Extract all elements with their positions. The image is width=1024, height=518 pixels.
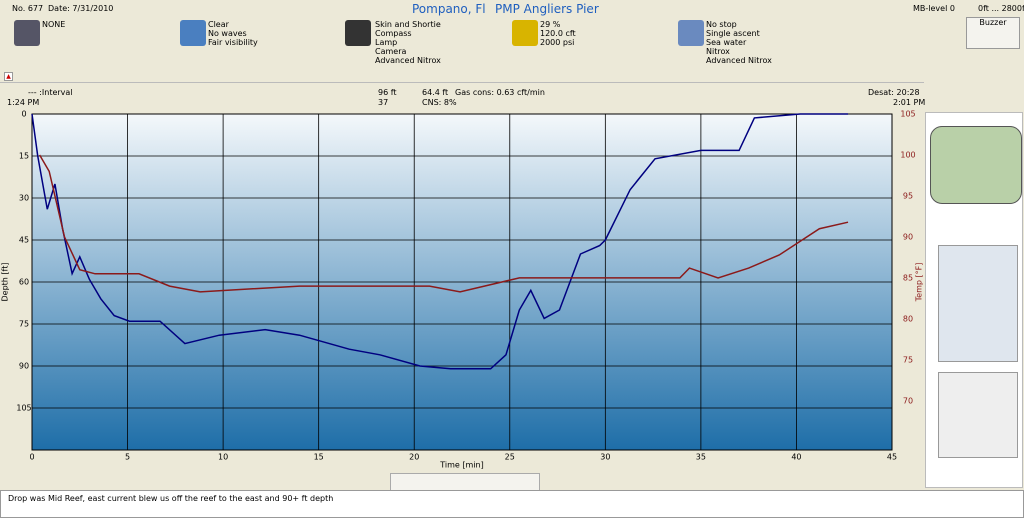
comment: Drop was Mid Reef, east current blew us … <box>8 494 334 503</box>
y-axis-label: Depth [ft] <box>1 263 10 302</box>
gas: 29 % 120.0 cft 2000 psi <box>540 20 576 47</box>
x-tick-label: 35 <box>696 453 706 462</box>
deco: No stop Single ascent Sea water Nitrox Advan… <box>706 20 772 65</box>
y2-tick-label: 95 <box>903 191 913 200</box>
gas-cons: Gas cons: 0.63 cft/min <box>455 88 545 97</box>
info-line: Fair visibility <box>208 38 258 47</box>
buzzer-label: Buzzer <box>979 18 1007 27</box>
comment-box[interactable]: Drop was Mid Reef, east current blew us … <box>0 490 1024 518</box>
location: Pompano, Fl <box>412 2 486 16</box>
x-tick-label: 25 <box>505 453 515 462</box>
y-tick-label: 15 <box>19 152 29 161</box>
x-tick-label: 40 <box>791 453 801 462</box>
info-line: Lamp <box>375 38 398 47</box>
info-line: 2000 psi <box>540 38 575 47</box>
info-line: 120.0 cft <box>540 29 576 38</box>
info-line: Sea water <box>706 38 747 47</box>
gas-icon <box>512 20 538 46</box>
gauge-panel <box>938 372 1018 458</box>
info-line: Camera <box>375 47 407 56</box>
dive-date: Date: 7/31/2010 <box>48 4 114 13</box>
x-tick-label: 30 <box>600 453 610 462</box>
info-line: Skin and Shortie <box>375 20 441 29</box>
y2-tick-label: 75 <box>903 355 913 364</box>
y2-axis-label: Temp [°F] <box>915 263 924 303</box>
water-temp: 37 <box>378 98 389 107</box>
series-line <box>38 154 849 293</box>
info-line: 29 % <box>540 20 561 29</box>
y2-tick-label: 90 <box>903 232 913 241</box>
x-tick-label: 5 <box>125 453 130 462</box>
weather: Clear No waves Fair visibility <box>208 20 258 47</box>
y-tick-label: 60 <box>19 278 29 287</box>
x-tick-label: 20 <box>409 453 419 462</box>
x-tick-label: 0 <box>29 453 34 462</box>
computer-display <box>930 126 1022 204</box>
y2-tick-label: 85 <box>903 273 913 282</box>
y-tick-label: 45 <box>19 236 29 245</box>
mb-level: MB-level 0 <box>913 4 955 13</box>
dive-no: No. 677 <box>12 4 44 13</box>
x-axis-label: Time [min] <box>439 461 483 470</box>
collapse-button[interactable]: ▲ <box>4 72 13 81</box>
max-depth: 96 ft <box>378 88 397 97</box>
avg-depth: 64.4 ft <box>422 88 449 97</box>
tissue-panel <box>938 245 1018 362</box>
series-line <box>31 113 849 370</box>
y2-tick-label: 100 <box>900 150 915 159</box>
info-line: Advanced Nitrox <box>706 56 772 65</box>
toolbar <box>390 473 540 491</box>
info-line: No waves <box>208 29 247 38</box>
y-tick-label: 30 <box>19 194 29 203</box>
info-line: No stop <box>706 20 737 29</box>
y2-tick-label: 105 <box>900 110 915 119</box>
x-tick-label: 15 <box>314 453 324 462</box>
y-tick-label: 105 <box>16 404 31 413</box>
info-line: Advanced Nitrox <box>375 56 441 65</box>
y2-tick-label: 80 <box>903 314 913 323</box>
info-line: Single ascent <box>706 29 760 38</box>
deco-icon <box>678 20 704 46</box>
y-tick-label: 90 <box>19 362 29 371</box>
cns: CNS: 8% <box>422 98 457 107</box>
info-line: Clear <box>208 20 229 29</box>
site: PMP Angliers Pier <box>495 2 599 16</box>
x-tick-label: 45 <box>887 453 897 462</box>
profile-chart: Depth [ft] Temp [°F] Time [min] 0 15 30 45 6… <box>1 110 924 470</box>
x-tick-label: 10 <box>218 453 228 462</box>
equipment-icon <box>345 20 371 46</box>
separator <box>0 82 924 83</box>
plot-frame <box>31 113 893 451</box>
info-line: Compass <box>375 29 412 38</box>
y2-tick-label: 70 <box>903 396 913 405</box>
buzzer-button[interactable]: Buzzer <box>966 17 1020 49</box>
buddy-icon <box>14 20 40 46</box>
equipment: Skin and Shortie Compass Lamp Camera Advance… <box>375 20 441 65</box>
start-time: 1:24 PM <box>7 98 40 107</box>
desat: Desat: 20:28 <box>868 88 920 97</box>
interval: --- :Interval <box>28 88 73 97</box>
end-time: 2:01 PM <box>893 98 926 107</box>
info-line: NONE <box>42 20 66 29</box>
altitude: 0ft ... 2800ft <box>978 4 1024 13</box>
y-tick-label: 0 <box>21 110 26 119</box>
y-tick-label: 75 <box>19 320 29 329</box>
weather-icon <box>180 20 206 46</box>
info-line: Nitrox <box>706 47 730 56</box>
buddies: NONE <box>42 20 65 29</box>
